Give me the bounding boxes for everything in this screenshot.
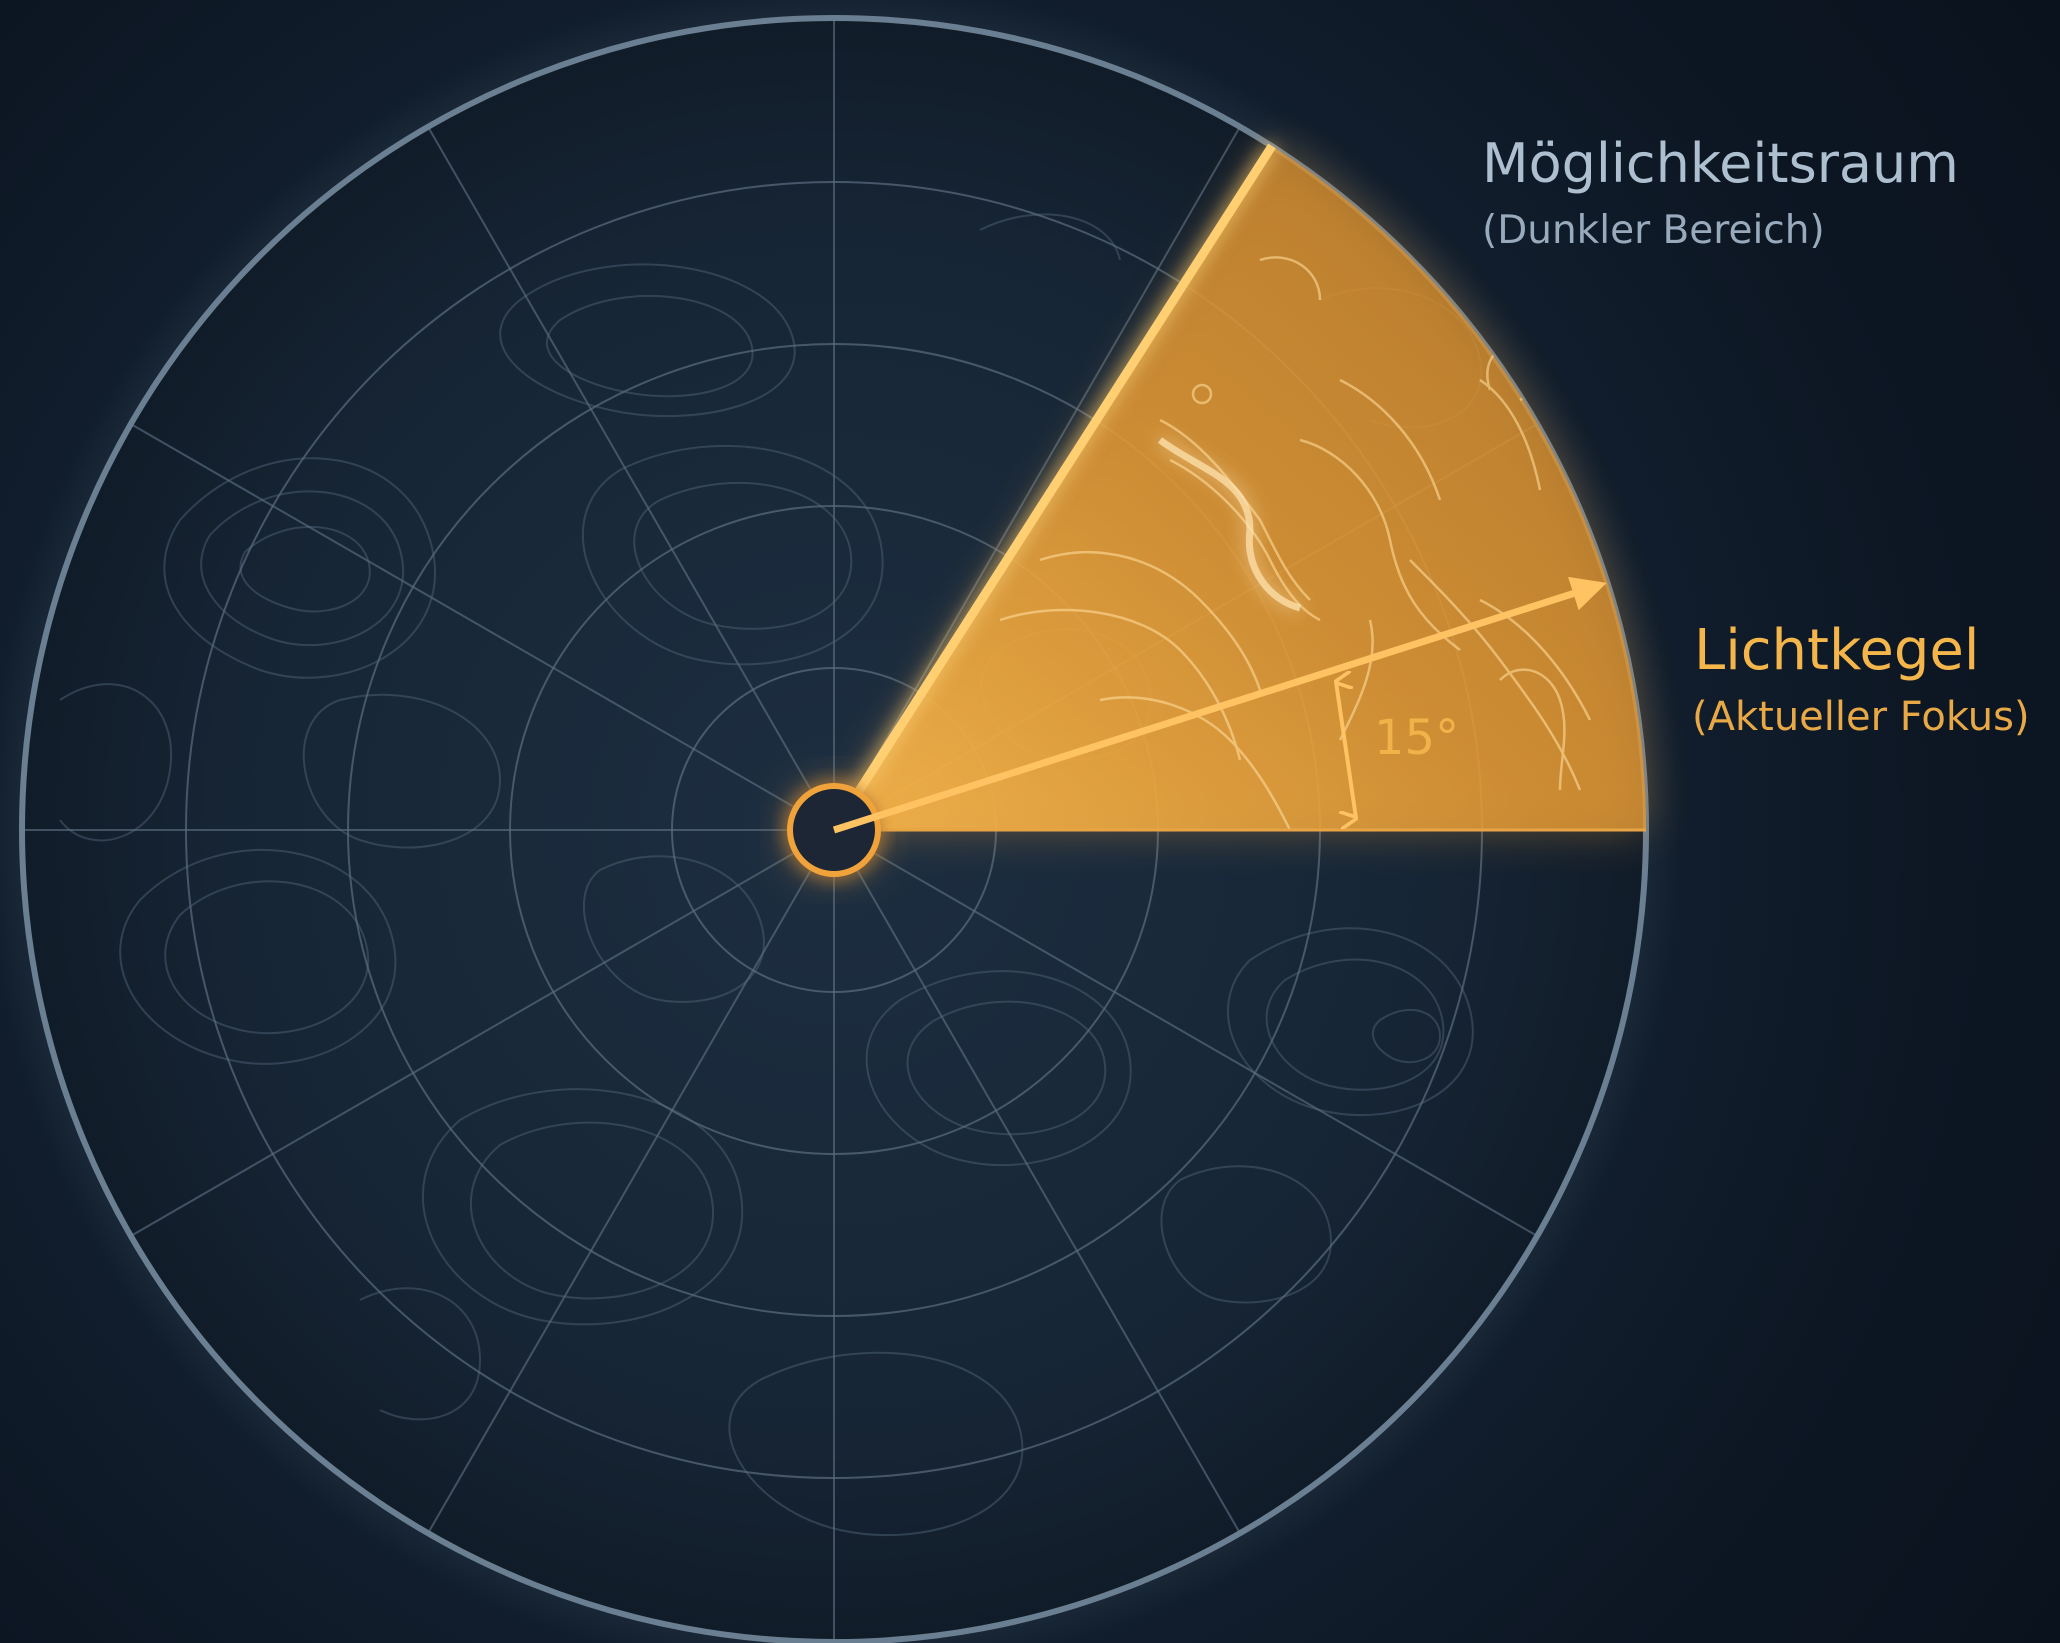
possibility-space-label: Möglichkeitsraum bbox=[1482, 132, 1959, 195]
possibility-space-note: (Dunkler Bereich) bbox=[1482, 208, 1825, 253]
light-cone bbox=[830, 143, 1646, 833]
angle-label: 15° bbox=[1374, 710, 1460, 766]
light-cone-note: (Aktueller Fokus) bbox=[1692, 694, 2030, 740]
grid-spoke bbox=[427, 126, 813, 793]
grid-spoke bbox=[855, 867, 1241, 1534]
grid-spokes bbox=[22, 18, 1646, 1642]
grid-spoke bbox=[427, 867, 813, 1534]
topo-contours bbox=[59, 213, 1482, 1537]
grid-spoke bbox=[855, 126, 1241, 793]
angle-indicator bbox=[1336, 682, 1356, 818]
grid-spoke bbox=[130, 851, 797, 1237]
focus-arrow bbox=[832, 576, 1607, 834]
grid-spoke bbox=[130, 423, 797, 809]
light-cone-label: Lichtkegel bbox=[1694, 618, 1980, 683]
grid-spoke bbox=[871, 851, 1538, 1237]
